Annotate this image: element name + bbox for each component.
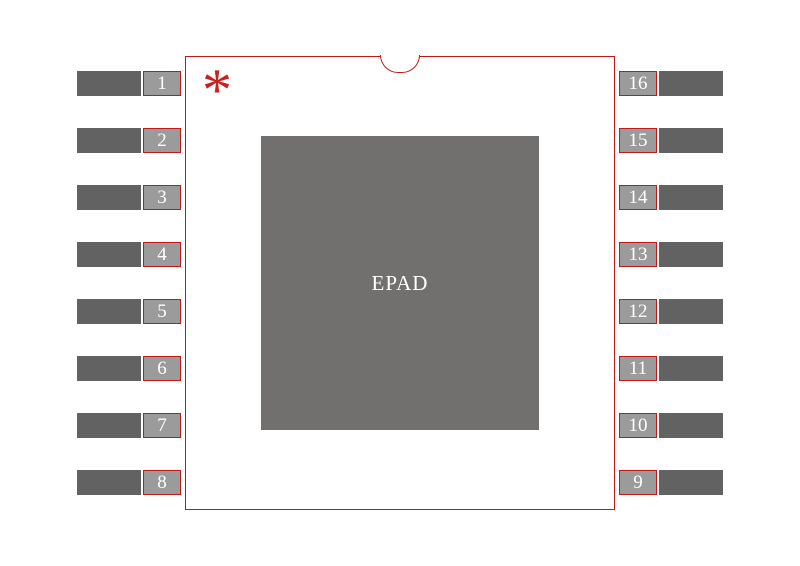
pin-8: 8 [77,470,181,495]
pin-pad-outer [659,413,723,438]
pin-14: 14 [619,185,723,210]
pin-number: 4 [157,244,167,266]
pin-number: 2 [157,130,167,152]
pin-4: 4 [77,242,181,267]
pin-9: 9 [619,470,723,495]
pin-pad-inner: 10 [619,413,657,438]
pin-5: 5 [77,299,181,324]
pin-pad-outer [77,356,141,381]
pin-pad-outer [659,299,723,324]
pin-pad-inner: 2 [143,128,181,153]
pin-pad-outer [77,470,141,495]
pin-pad-outer [77,413,141,438]
pin-12: 12 [619,299,723,324]
pin-number: 15 [629,130,648,152]
pin-pad-inner: 15 [619,128,657,153]
pin-pad-inner: 1 [143,71,181,96]
pin-pad-inner: 16 [619,71,657,96]
pin-number: 3 [157,187,167,209]
pin-pad-outer [659,128,723,153]
epad-label: EPAD [372,271,429,296]
pin-pad-inner: 11 [619,356,657,381]
pin-7: 7 [77,413,181,438]
pin-pad-inner: 4 [143,242,181,267]
pin-pad-outer [659,356,723,381]
pin-2: 2 [77,128,181,153]
pin-number: 7 [157,415,167,437]
pin-16: 16 [619,71,723,96]
pin-number: 11 [629,358,647,380]
pin-13: 13 [619,242,723,267]
pin1-marker-star: * [202,60,232,120]
pin-pad-inner: 5 [143,299,181,324]
pin-number: 9 [633,472,643,494]
pin-pad-outer [659,185,723,210]
exposed-pad: EPAD [261,136,539,430]
pin-pad-inner: 7 [143,413,181,438]
pin-number: 16 [629,73,648,95]
pin-pad-outer [77,185,141,210]
pin-1: 1 [77,71,181,96]
pin-15: 15 [619,128,723,153]
pin-6: 6 [77,356,181,381]
pin-pad-outer [659,242,723,267]
pin-pad-inner: 6 [143,356,181,381]
pin-number: 6 [157,358,167,380]
pin-pad-outer [77,71,141,96]
pin-pad-inner: 3 [143,185,181,210]
pin-number: 8 [157,472,167,494]
pin-pad-outer [77,128,141,153]
pin-number: 12 [629,301,648,323]
pin-pad-inner: 12 [619,299,657,324]
pin-pad-outer [659,470,723,495]
pin-pad-inner: 14 [619,185,657,210]
pin-number: 5 [157,301,167,323]
pin-3: 3 [77,185,181,210]
pin-pad-inner: 8 [143,470,181,495]
pin-pad-outer [77,242,141,267]
pin-pad-inner: 9 [619,470,657,495]
pin-11: 11 [619,356,723,381]
pin-pad-outer [77,299,141,324]
pin-pad-inner: 13 [619,242,657,267]
pin-number: 14 [629,187,648,209]
pin-number: 1 [157,73,167,95]
pin-10: 10 [619,413,723,438]
pin-number: 10 [629,415,648,437]
pin-pad-outer [659,71,723,96]
pin-number: 13 [629,244,648,266]
